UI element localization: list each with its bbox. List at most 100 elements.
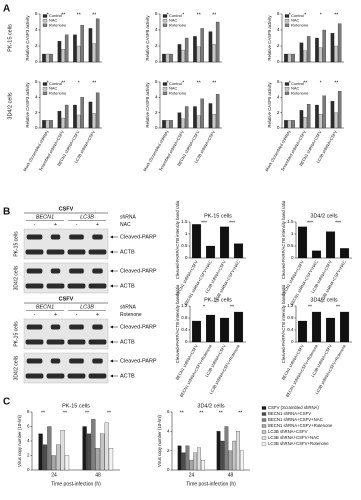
bar xyxy=(165,53,170,63)
legend-label: Control xyxy=(169,81,182,86)
significance: ** xyxy=(77,12,81,18)
blot-arrowhead xyxy=(110,250,113,254)
chart-title: PK-15 cells xyxy=(62,403,90,409)
blot-cell-label: PK-15 cells xyxy=(13,231,19,257)
y-tick-label: 1.2 xyxy=(181,303,188,308)
legend-swatch xyxy=(284,91,290,95)
bar xyxy=(38,433,43,471)
bar xyxy=(61,117,65,129)
blot-band xyxy=(25,339,44,345)
legend-label: BECN1 shRNA+CSFV+NAC xyxy=(268,417,323,422)
y-axis-label: Cleaved-PARP/ACTB intensity band ratio xyxy=(175,284,180,363)
bar xyxy=(197,447,201,471)
y-tick-label: 1.5 xyxy=(287,219,294,224)
bar xyxy=(104,422,109,471)
bar xyxy=(88,28,93,63)
blot-band xyxy=(88,339,107,345)
blot-band xyxy=(69,358,84,364)
legend-swatch xyxy=(261,406,267,410)
bar xyxy=(297,320,308,343)
bar xyxy=(57,111,62,129)
blot-sign: + xyxy=(96,222,99,228)
blot-band xyxy=(92,358,103,364)
y-tick-label: 6 xyxy=(167,409,170,414)
blot-band xyxy=(88,283,107,289)
bar xyxy=(318,47,323,63)
y-axis-label: Virus copy number (10ⁿ/ml) xyxy=(17,415,22,467)
blot-gene: LC3B xyxy=(80,214,94,220)
blot-band xyxy=(88,249,107,255)
bar xyxy=(339,248,350,259)
significance: ** xyxy=(92,12,96,18)
y-tick-label: 0 xyxy=(291,255,294,260)
chart-title: 3D4/2 cells xyxy=(310,213,337,219)
bar xyxy=(177,445,182,471)
y-tick-label: 4 xyxy=(35,27,38,32)
blot-band xyxy=(26,324,43,330)
blot-band xyxy=(46,339,65,345)
bar xyxy=(200,98,204,129)
bar xyxy=(95,18,100,63)
legend-swatch xyxy=(162,14,168,18)
bar xyxy=(291,120,295,129)
bar xyxy=(184,37,189,63)
x-tick-label: 48 xyxy=(95,472,101,478)
bar xyxy=(205,314,216,343)
legend-label: Rotenone xyxy=(291,22,309,27)
y-tick-label: 6 xyxy=(27,424,30,429)
y-tick-label: 2 xyxy=(167,448,170,453)
y-tick-label: 0.8 xyxy=(181,315,188,320)
bar xyxy=(330,101,335,129)
bar xyxy=(56,444,61,471)
blot-band xyxy=(50,324,61,330)
bar xyxy=(299,110,304,129)
significance: ** xyxy=(308,304,312,310)
y-tick-label: 0 xyxy=(291,339,294,344)
legend-label: NAC xyxy=(291,18,300,23)
row-label: PK-15 cells xyxy=(7,24,13,52)
bar xyxy=(303,50,307,63)
blot-arrowhead xyxy=(110,359,113,363)
bar xyxy=(325,231,336,259)
legend-label: Rotenone xyxy=(49,22,67,27)
panel-label: A xyxy=(3,4,10,15)
blot-band xyxy=(46,373,65,379)
bar xyxy=(181,49,185,63)
bar xyxy=(61,49,65,63)
bar xyxy=(169,53,173,63)
bar xyxy=(220,440,225,471)
blot-arrowhead xyxy=(110,235,113,239)
bar xyxy=(91,419,96,471)
y-tick-label: 2 xyxy=(35,43,38,48)
panel-label: B xyxy=(3,207,10,218)
blot-treatment: NAC xyxy=(120,222,131,228)
y-axis-label: Relative CASP9 activity xyxy=(267,82,272,128)
bar xyxy=(311,250,322,259)
legend-label: Rotenone xyxy=(49,90,67,95)
y-tick-label: 2 xyxy=(277,43,280,48)
blot-band xyxy=(26,358,43,364)
bar xyxy=(165,120,170,129)
legend-label: LC3B shRNA+CSFV+Rotenone xyxy=(268,441,329,446)
significance: ** xyxy=(197,80,201,86)
bar xyxy=(92,113,96,129)
significance: ** xyxy=(238,410,242,416)
blot-band-label: Cleaved-PARP xyxy=(120,358,157,364)
blot-arrowhead xyxy=(110,284,113,288)
panel-label: C xyxy=(3,397,10,408)
blot-band xyxy=(67,283,86,289)
blot-band xyxy=(50,268,61,274)
bar xyxy=(60,430,65,471)
bar xyxy=(196,115,201,129)
bar xyxy=(49,120,53,129)
significance: * xyxy=(47,80,49,86)
blot-sign: + xyxy=(54,222,57,228)
significance: ** xyxy=(334,12,338,18)
bar xyxy=(284,53,288,63)
row-label: 3D4/2 cells xyxy=(7,92,13,119)
blot-band xyxy=(50,358,61,364)
bar xyxy=(181,118,185,129)
legend-label: Control xyxy=(291,81,304,86)
legend-swatch xyxy=(42,18,48,23)
